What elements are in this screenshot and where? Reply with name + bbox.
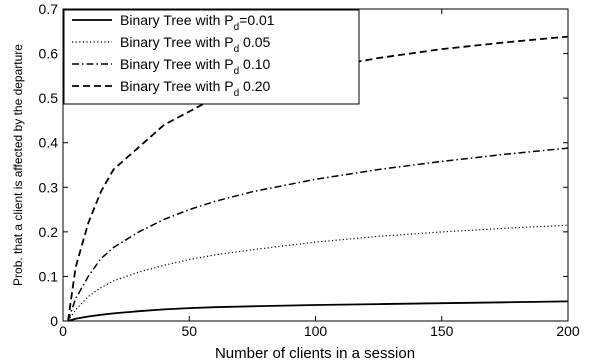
x-tick-label: 100: [304, 323, 328, 339]
series-line-2: [67, 224, 569, 322]
legend-label-1: Binary Tree with Pd=0.01: [120, 12, 275, 33]
y-tick-label: 0.2: [39, 224, 59, 240]
legend-label-4: Binary Tree with Pd 0.20: [120, 78, 271, 99]
series-line-3: [67, 147, 569, 322]
y-tick-label: 0.6: [39, 46, 59, 62]
x-axis-label: Number of clients in a session: [215, 345, 415, 362]
y-axis-label: Prob. that a client is affected by the d…: [11, 44, 25, 286]
legend-label-3: Binary Tree with Pd 0.10: [120, 56, 271, 77]
legend-box: [63, 9, 360, 105]
x-axis: 0 50 100 150 200: [59, 9, 580, 339]
series-lines: [67, 35, 569, 322]
x-tick-label: 50: [181, 323, 197, 339]
x-tick-label: 200: [556, 323, 580, 339]
x-tick-label: 0: [59, 323, 67, 339]
y-tick-label: 0.5: [39, 90, 59, 106]
y-tick-label: 0.3: [39, 179, 59, 195]
y-tick-label: 0.1: [39, 268, 59, 284]
y-axis: 0 0.1 0.2 0.3 0.4 0.5 0.6 0.7: [39, 1, 568, 329]
legend-label-2: Binary Tree with Pd 0.05: [120, 34, 271, 55]
x-tick-label: 150: [430, 323, 454, 339]
y-tick-label: 0.7: [39, 1, 59, 17]
y-tick-label: 0: [50, 313, 58, 329]
y-tick-label: 0.4: [39, 135, 59, 151]
series-line-1: [67, 300, 569, 322]
series-line-4: [67, 35, 569, 322]
